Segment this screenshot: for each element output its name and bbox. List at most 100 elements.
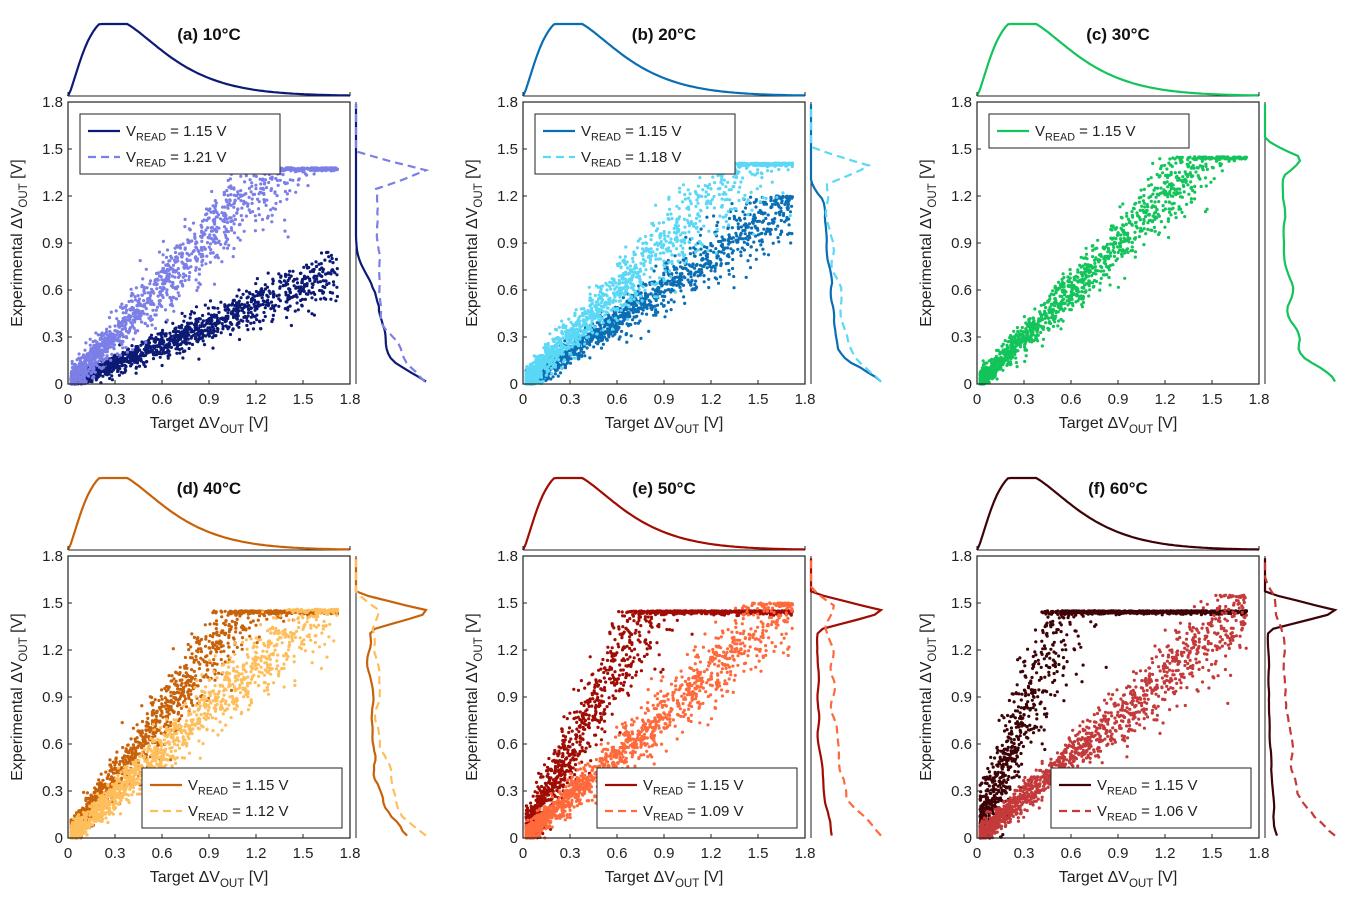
scatter-point bbox=[226, 305, 229, 308]
scatter-point bbox=[238, 223, 241, 226]
scatter-point bbox=[577, 343, 580, 346]
scatter-point bbox=[688, 214, 691, 217]
scatter-point bbox=[317, 263, 320, 266]
scatter-point bbox=[654, 314, 657, 317]
scatter-point bbox=[734, 232, 737, 235]
scatter-point bbox=[779, 207, 782, 210]
scatter-point bbox=[204, 262, 207, 265]
scatter-point bbox=[714, 233, 717, 236]
scatter-point bbox=[76, 365, 79, 368]
scatter-point bbox=[116, 352, 119, 355]
scatter-point bbox=[297, 290, 300, 293]
scatter-point bbox=[321, 270, 324, 273]
scatter-point bbox=[186, 322, 189, 325]
scatter-point bbox=[761, 240, 764, 243]
scatter-point bbox=[552, 359, 555, 362]
scatter-point bbox=[625, 332, 628, 335]
scatter-point bbox=[287, 235, 290, 238]
scatter-point bbox=[279, 179, 282, 182]
scatter-point bbox=[750, 245, 753, 248]
scatter-point bbox=[134, 315, 137, 318]
scatter-point bbox=[335, 286, 338, 289]
scatter-point bbox=[773, 217, 776, 220]
scatter-point bbox=[249, 307, 252, 310]
scatter-point bbox=[146, 313, 149, 316]
scatter-point bbox=[599, 324, 602, 327]
scatter-point bbox=[288, 270, 291, 273]
scatter-point bbox=[707, 286, 710, 289]
scatter-point bbox=[143, 348, 146, 351]
scatter-point bbox=[690, 275, 693, 278]
scatter-point bbox=[743, 229, 746, 232]
scatter-point bbox=[747, 198, 750, 201]
scatter-point bbox=[248, 187, 251, 190]
scatter-point bbox=[195, 278, 198, 281]
scatter-point bbox=[306, 282, 309, 285]
scatter-point bbox=[754, 205, 757, 208]
scatter-point bbox=[224, 214, 227, 217]
scatter-point bbox=[756, 168, 759, 171]
scatter-point bbox=[254, 184, 257, 187]
scatter-point bbox=[186, 259, 189, 262]
scatter-point bbox=[657, 286, 660, 289]
scatter-point bbox=[634, 322, 637, 325]
scatter-point bbox=[255, 318, 258, 321]
scatter-point bbox=[608, 327, 611, 330]
scatter-point bbox=[558, 326, 561, 329]
scatter-point bbox=[150, 323, 153, 326]
scatter-point bbox=[183, 315, 186, 318]
scatter-point bbox=[259, 182, 262, 185]
scatter-point bbox=[718, 187, 721, 190]
y-tick-label: 0.9 bbox=[42, 235, 63, 252]
scatter-point bbox=[158, 291, 161, 294]
scatter-point bbox=[232, 255, 235, 258]
scatter-point bbox=[700, 268, 703, 271]
scatter-point bbox=[162, 253, 165, 256]
scatter-point bbox=[183, 267, 186, 270]
scatter-point bbox=[176, 256, 179, 259]
scatter-point bbox=[229, 333, 232, 336]
scatter-point bbox=[259, 191, 262, 194]
scatter-point bbox=[170, 299, 173, 302]
scatter-point bbox=[175, 297, 178, 300]
scatter-point bbox=[760, 172, 763, 175]
scatter-point bbox=[146, 286, 149, 289]
scatter-point bbox=[686, 269, 689, 272]
scatter-point bbox=[182, 242, 185, 245]
scatter-point bbox=[653, 269, 656, 272]
scatter-point bbox=[310, 262, 313, 265]
scatter-point bbox=[254, 214, 257, 217]
scatter-point bbox=[596, 342, 599, 345]
scatter-point bbox=[618, 262, 621, 265]
scatter-point bbox=[264, 315, 267, 318]
scatter-point bbox=[160, 346, 163, 349]
scatter-point bbox=[743, 194, 746, 197]
scatter-point bbox=[97, 371, 100, 374]
scatter-point bbox=[125, 309, 128, 312]
scatter-point bbox=[238, 338, 241, 341]
scatter-point bbox=[261, 178, 264, 181]
scatter-point bbox=[255, 314, 258, 317]
scatter-point bbox=[667, 261, 670, 264]
scatter-point bbox=[745, 276, 748, 279]
scatter-point bbox=[557, 375, 560, 378]
scatter-point bbox=[775, 199, 778, 202]
scatter-point bbox=[669, 237, 672, 240]
scatter-point bbox=[242, 293, 245, 296]
scatter-point bbox=[113, 359, 116, 362]
scatter-point bbox=[198, 268, 201, 271]
scatter-point bbox=[158, 299, 161, 302]
scatter-point bbox=[267, 304, 270, 307]
scatter-point bbox=[287, 273, 290, 276]
scatter-point bbox=[99, 338, 102, 341]
scatter-point bbox=[635, 315, 638, 318]
scatter-point bbox=[693, 267, 696, 270]
scatter-point bbox=[700, 228, 703, 231]
scatter-point bbox=[233, 201, 236, 204]
scatter-point bbox=[108, 316, 111, 319]
scatter-point bbox=[688, 263, 691, 266]
scatter-point bbox=[631, 318, 634, 321]
scatter-point bbox=[770, 205, 773, 208]
scatter-point bbox=[285, 198, 288, 201]
scatter-point bbox=[294, 310, 297, 313]
